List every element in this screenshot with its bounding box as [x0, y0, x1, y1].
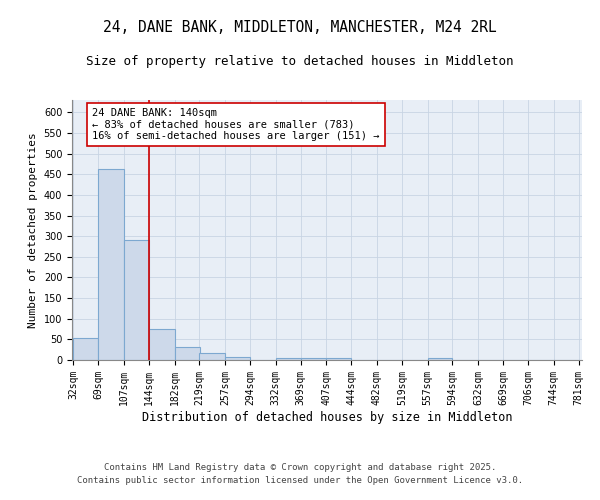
Bar	[98, 169, 124, 360]
Bar	[428, 358, 452, 360]
Bar	[175, 347, 199, 360]
Bar	[326, 358, 351, 360]
Bar	[73, 338, 98, 360]
Bar	[225, 356, 250, 360]
Text: 24 DANE BANK: 140sqm
← 83% of detached houses are smaller (783)
16% of semi-deta: 24 DANE BANK: 140sqm ← 83% of detached h…	[92, 108, 380, 141]
Bar	[199, 353, 225, 360]
Bar	[124, 240, 149, 360]
Text: Contains HM Land Registry data © Crown copyright and database right 2025.
Contai: Contains HM Land Registry data © Crown c…	[77, 464, 523, 485]
Bar	[276, 358, 301, 360]
Bar	[149, 329, 175, 360]
X-axis label: Distribution of detached houses by size in Middleton: Distribution of detached houses by size …	[142, 410, 512, 424]
Text: 24, DANE BANK, MIDDLETON, MANCHESTER, M24 2RL: 24, DANE BANK, MIDDLETON, MANCHESTER, M2…	[103, 20, 497, 35]
Text: Size of property relative to detached houses in Middleton: Size of property relative to detached ho…	[86, 55, 514, 68]
Bar	[301, 358, 326, 360]
Y-axis label: Number of detached properties: Number of detached properties	[28, 132, 38, 328]
